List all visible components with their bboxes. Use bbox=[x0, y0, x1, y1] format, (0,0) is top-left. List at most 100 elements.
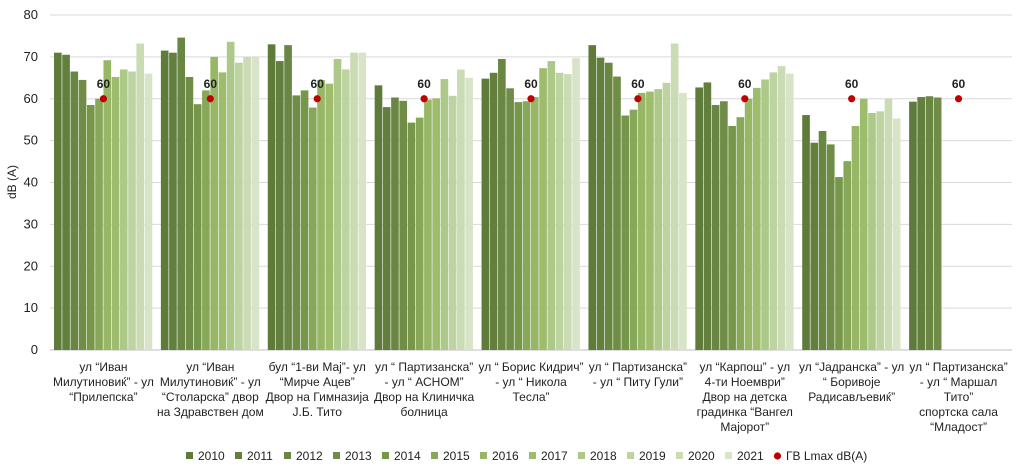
y-tick-label: 60 bbox=[24, 91, 38, 106]
limit-data-label: 60 bbox=[417, 77, 431, 91]
bar-2011 bbox=[169, 52, 177, 350]
legend-swatch bbox=[578, 452, 585, 459]
limit-marker bbox=[741, 95, 749, 103]
bar-2019 bbox=[128, 71, 136, 350]
legend: 2010 2011 2012 2013 2014 2015 2016 2017 2018 2019… bbox=[186, 449, 867, 463]
bar-2013 bbox=[78, 79, 87, 350]
bar-2017 bbox=[646, 91, 654, 350]
bar-2020 bbox=[670, 43, 679, 350]
limit-data-label: 60 bbox=[524, 77, 538, 91]
bar-2021 bbox=[679, 92, 687, 350]
category-label: ул “Јадранска” - ул “ Боривоје Радисављеви… bbox=[799, 360, 904, 404]
bar-2021 bbox=[572, 58, 580, 350]
bar-2018 bbox=[440, 79, 449, 350]
category-label: ул “Карпош” - ул 4-ти Ноември” Двор на дет… bbox=[697, 360, 793, 434]
legend-label: 2015 bbox=[443, 449, 470, 463]
bar-2013 bbox=[720, 101, 728, 350]
bar-2012 bbox=[177, 37, 186, 351]
legend-item: 2019 bbox=[627, 449, 666, 463]
y-tick-label: 30 bbox=[24, 216, 38, 231]
legend-label: 2019 bbox=[639, 449, 666, 463]
legend-label: 2014 bbox=[394, 449, 421, 463]
bar-2016 bbox=[851, 125, 860, 350]
limit-data-label: 60 bbox=[738, 77, 752, 91]
bar-2015 bbox=[843, 161, 852, 350]
bar-2012 bbox=[284, 45, 292, 351]
bar-2019 bbox=[235, 62, 243, 351]
legend-label: 2011 bbox=[247, 449, 273, 463]
bar-2020 bbox=[243, 56, 251, 350]
bar-2017 bbox=[753, 87, 761, 351]
bar-2017 bbox=[111, 76, 120, 350]
bar-2017 bbox=[218, 72, 227, 351]
bar-2013 bbox=[292, 95, 301, 351]
bar-2019 bbox=[555, 72, 564, 350]
bar-2010 bbox=[267, 44, 276, 350]
category-label: ул “ Борис Кидрич” - ул “ Никола Тесла” bbox=[479, 360, 584, 404]
category-label: ул “ Партизанска” - ул “ АСНОМ” Двор на Кл… bbox=[374, 360, 474, 419]
limit-data-label: 60 bbox=[97, 77, 111, 91]
bar-2018 bbox=[547, 61, 556, 350]
bar-2012 bbox=[711, 105, 720, 350]
bar-2021 bbox=[144, 73, 153, 350]
bar-2012 bbox=[498, 58, 506, 350]
legend-item: 2011 bbox=[235, 449, 273, 463]
y-tick-label: 50 bbox=[24, 133, 38, 148]
limit-marker bbox=[527, 95, 535, 103]
legend-swatch bbox=[382, 452, 389, 459]
bar-2019 bbox=[769, 72, 778, 351]
limit-data-label: 60 bbox=[311, 77, 325, 91]
bar-2011 bbox=[276, 61, 284, 350]
category-label: ул “Иван Милутиновиќ” - ул “Столарска” дво… bbox=[157, 360, 264, 419]
bar-2021 bbox=[785, 73, 794, 350]
legend-swatch bbox=[284, 452, 291, 459]
bar-2018 bbox=[119, 69, 128, 350]
bar-2017 bbox=[325, 83, 334, 351]
bar-2017 bbox=[432, 98, 440, 350]
bar-2014 bbox=[621, 115, 630, 350]
bar-2016 bbox=[637, 92, 646, 350]
legend-item: 2021 bbox=[725, 449, 764, 463]
legend-label: 2012 bbox=[296, 449, 323, 463]
legend-swatch bbox=[480, 452, 487, 459]
bar-2012 bbox=[604, 62, 613, 351]
legend-item: 2020 bbox=[676, 449, 715, 463]
bar-2013 bbox=[613, 76, 621, 351]
bar-2020 bbox=[136, 43, 145, 350]
bar-2014 bbox=[86, 105, 95, 350]
limit-marker bbox=[848, 95, 856, 103]
bars bbox=[54, 37, 942, 351]
legend-label: 2010 bbox=[198, 449, 225, 463]
bar-2021 bbox=[892, 118, 901, 351]
bar-2014 bbox=[407, 122, 416, 351]
bar-2010 bbox=[695, 87, 703, 350]
bar-2018 bbox=[226, 41, 235, 351]
bar-2016 bbox=[744, 98, 753, 350]
legend-swatch bbox=[725, 452, 732, 459]
legend-label: 2013 bbox=[345, 449, 372, 463]
bar-2020 bbox=[457, 69, 465, 350]
bar-2013 bbox=[506, 88, 514, 350]
bar-2010 bbox=[909, 101, 917, 351]
bar-2015 bbox=[308, 107, 317, 350]
limit-marker bbox=[206, 95, 214, 103]
bar-2021 bbox=[251, 56, 260, 350]
bar-2010 bbox=[160, 50, 169, 350]
bar-2015 bbox=[415, 117, 424, 350]
legend-swatch bbox=[627, 452, 634, 459]
legend-swatch bbox=[235, 452, 242, 459]
bar-2014 bbox=[728, 125, 736, 350]
legend-label: 2021 bbox=[737, 449, 764, 463]
bar-2016 bbox=[317, 79, 325, 350]
legend-item: 2018 bbox=[578, 449, 617, 463]
bar-2018 bbox=[868, 112, 876, 350]
category-label: ул “Иван Милутиновиќ” - ул “Прилепска” bbox=[53, 360, 154, 404]
bar-2020 bbox=[563, 74, 572, 350]
bar-2013 bbox=[399, 100, 408, 350]
legend-item: 2010 bbox=[186, 449, 225, 463]
bar-2010 bbox=[481, 78, 490, 351]
bar-2012 bbox=[925, 96, 934, 350]
category-label: бул “1-ви Мај”- ул “Мирче Ацев” Двор на Ги… bbox=[266, 360, 369, 419]
legend-label: 2020 bbox=[688, 449, 715, 463]
